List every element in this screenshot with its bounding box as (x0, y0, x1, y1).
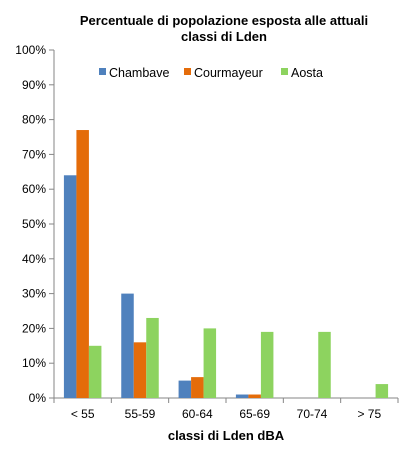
legend-swatch (99, 68, 106, 75)
bar (260, 331, 274, 398)
legend-swatch (281, 68, 288, 75)
bar (63, 175, 77, 398)
y-tick-label: 40% (22, 252, 46, 266)
bar (235, 394, 249, 398)
y-tick-label: 60% (22, 182, 46, 196)
bar (318, 331, 331, 398)
bar (375, 384, 389, 398)
y-tick-label: 0% (29, 391, 47, 405)
legend-label: Aosta (291, 66, 323, 80)
x-tick-label: 60-64 (182, 407, 213, 421)
y-tick-label: 100% (15, 43, 46, 57)
x-tick-label: < 55 (71, 407, 95, 421)
chart-title-line-1: Percentuale di popolazione esposta alle … (80, 13, 368, 28)
legend: Chambave Courmayeur Aosta (99, 66, 323, 80)
y-axis: 0% 10% 20% 30% 40% 50% 60% 70% 80% 90% 100% (15, 43, 55, 405)
bar (203, 328, 217, 398)
bar (146, 317, 159, 398)
bar (248, 394, 261, 398)
legend-label: Chambave (109, 66, 169, 80)
bar (133, 342, 147, 398)
x-axis: < 55 55-59 60-64 65-69 70-74 > 75 (53, 397, 399, 421)
x-tick-label: > 75 (357, 407, 381, 421)
legend-label: Courmayeur (194, 66, 263, 80)
bars (63, 130, 389, 399)
chart-title-line-2: classi di Lden (181, 29, 267, 44)
y-tick-label: 80% (22, 113, 46, 127)
y-tick-label: 90% (22, 78, 46, 92)
bar (121, 293, 134, 398)
y-tick-label: 50% (22, 217, 46, 231)
x-tick-label: 70-74 (297, 407, 328, 421)
y-tick-label: 10% (22, 356, 46, 370)
bar (76, 130, 89, 399)
bar (178, 380, 192, 398)
x-tick-label: 55-59 (125, 407, 156, 421)
x-axis-label: classi di Lden dBA (168, 428, 285, 443)
y-tick-label: 20% (22, 321, 46, 335)
y-tick-label: 70% (22, 147, 46, 161)
x-tick-label: 65-69 (239, 407, 270, 421)
y-tick-label: 30% (22, 287, 46, 301)
bar (191, 377, 204, 398)
bar (88, 345, 102, 398)
legend-swatch (184, 68, 191, 75)
